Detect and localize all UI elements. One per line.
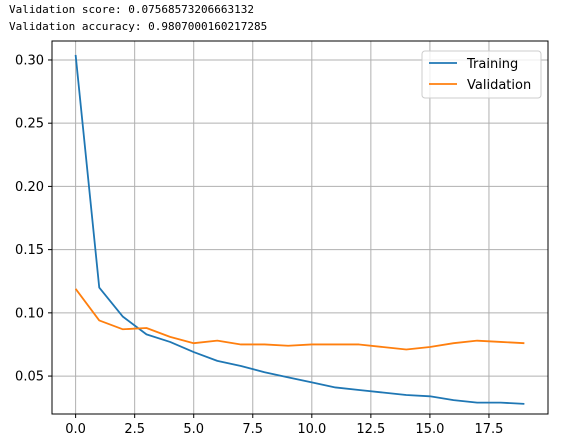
y-tick-label: 0.25 [15,117,44,132]
y-tick-label: 0.05 [15,370,44,385]
x-tick-label: 5.0 [183,422,204,437]
y-tick-label: 0.15 [15,243,44,258]
x-tick-label: 17.5 [474,422,503,437]
validation-accuracy-text: Validation accuracy: 0.9807000160217285 [9,20,268,33]
x-tick-label: 2.5 [124,422,145,437]
y-tick-label: 0.10 [15,306,44,321]
y-tick-label: 0.30 [15,53,44,68]
x-tick-label: 12.5 [356,422,385,437]
series-layer [74,54,525,405]
validation-score-text: Validation score: 0.07568573206663132 [9,3,255,16]
x-tick-label: 0.0 [65,422,86,437]
legend-label-validation: Validation [467,78,531,93]
y-tick-label: 0.20 [15,180,44,195]
series-line-validation [74,288,525,351]
x-tick-label: 7.5 [242,422,263,437]
x-tick-label: 10.0 [297,422,326,437]
legend-label-training: Training [466,57,518,72]
x-tick-label: 15.0 [415,422,444,437]
legend: Training Validation [421,50,542,99]
plot-frame [51,40,549,415]
ticks: 0.0 2.5 5.0 7.5 10.0 12.5 15.0 17.5 0.05 0.10 0.15… [15,53,503,437]
series-line-training [74,54,525,405]
